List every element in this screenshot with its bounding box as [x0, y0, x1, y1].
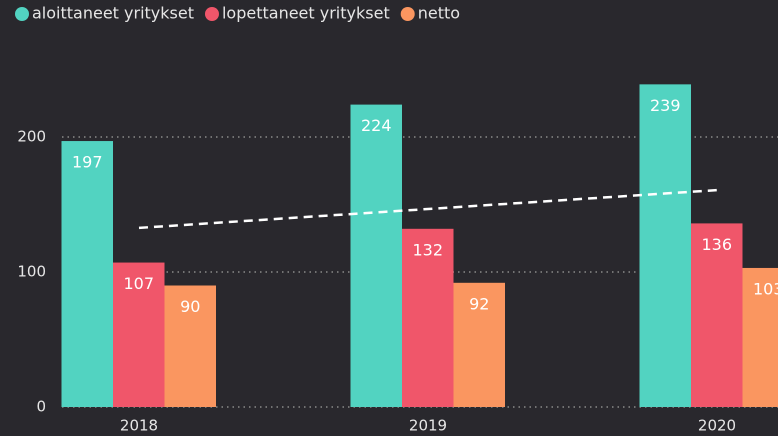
bar — [402, 228, 454, 407]
bar — [113, 262, 165, 407]
y-tick-label: 0 — [36, 398, 46, 416]
bar — [453, 282, 505, 407]
x-tick-label: 2018 — [120, 417, 158, 435]
data-label: 92 — [469, 294, 489, 313]
data-label: 224 — [361, 116, 392, 135]
bar — [639, 84, 691, 407]
data-label: 103 — [753, 279, 778, 298]
y-tick-label: 100 — [17, 263, 46, 281]
trend-line — [138, 188, 718, 230]
bar — [61, 141, 113, 408]
data-label: 136 — [701, 235, 732, 254]
bar — [164, 285, 216, 407]
legend-label: netto — [418, 4, 460, 23]
data-label: 90 — [180, 297, 200, 316]
data-label: 239 — [650, 96, 681, 115]
legend-label: lopettaneet yritykset — [222, 4, 390, 23]
x-tick-label: 2019 — [409, 417, 447, 435]
bar — [350, 104, 402, 407]
legend-marker — [15, 7, 29, 21]
data-label: 132 — [412, 240, 443, 259]
bar — [742, 267, 778, 407]
legend-marker — [204, 7, 219, 21]
legend-marker — [400, 7, 415, 21]
bar — [691, 223, 743, 407]
legend-label: aloittaneet yritykset — [32, 4, 194, 23]
x-tick-label: 2020 — [698, 417, 736, 435]
data-label: 107 — [123, 274, 154, 293]
y-tick-label: 200 — [17, 128, 46, 146]
data-label: 197 — [72, 153, 103, 172]
